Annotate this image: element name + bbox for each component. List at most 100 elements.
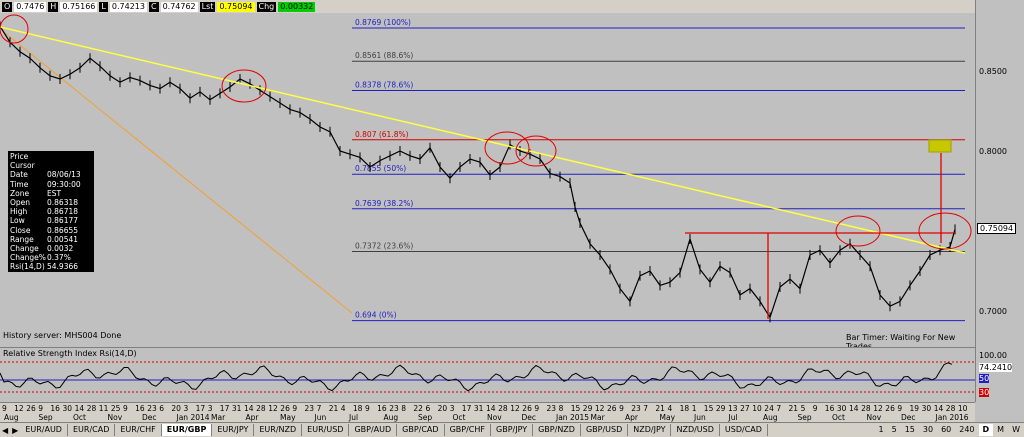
symbol-tab[interactable]: GBP/USD bbox=[581, 424, 629, 436]
timeframe-button[interactable]: D bbox=[978, 424, 994, 436]
x-month-tick: Nov bbox=[487, 413, 502, 422]
x-day-tick: 23 bbox=[389, 404, 399, 413]
symbol-tab[interactable]: EUR/GBP bbox=[161, 424, 213, 436]
low-label: L bbox=[99, 1, 108, 12]
x-month-tick: Jun bbox=[314, 413, 327, 422]
x-day-tick: 30 bbox=[836, 404, 847, 413]
x-day-tick: 10 bbox=[752, 404, 762, 413]
x-day-tick: 4 bbox=[667, 404, 673, 413]
x-day-tick: 9 bbox=[292, 404, 298, 413]
info-key: Date bbox=[10, 170, 28, 180]
timeframe-button[interactable]: 240 bbox=[959, 425, 975, 434]
x-day-tick: 5 bbox=[800, 404, 806, 413]
x-day-tick: 17 bbox=[461, 404, 472, 413]
price-chart[interactable]: 0.8769 (100%) 0.8561 (88.6%) 0.8378 (78.6%… bbox=[0, 13, 975, 351]
price-tick: 0.8000 bbox=[979, 147, 1007, 156]
x-day-tick: 28 bbox=[861, 404, 871, 413]
x-month-tick: Dec bbox=[901, 413, 916, 422]
symbol-tab[interactable]: GBP/CAD bbox=[397, 424, 445, 436]
x-day-tick: 26 bbox=[26, 404, 36, 413]
info-row: Cursor bbox=[10, 161, 92, 170]
x-day-tick: 3 bbox=[183, 404, 189, 413]
symbol-tab[interactable]: EUR/CHF bbox=[115, 424, 162, 436]
x-month-tick: Dec bbox=[521, 413, 537, 422]
symbol-tab[interactable]: GBP/NZD bbox=[533, 424, 581, 436]
x-day-tick: 1 bbox=[691, 404, 697, 413]
timeframe-button[interactable]: 60 bbox=[941, 425, 952, 434]
cursor-info-box: Price Cursor Date 08/06/13 Time 09:30:00 Zone E… bbox=[8, 151, 94, 273]
symbol-tab[interactable]: USD/CAD bbox=[720, 424, 768, 436]
symbol-tab[interactable]: NZD/USD bbox=[671, 424, 720, 436]
info-key: Price bbox=[10, 152, 29, 161]
x-month-tick: Apr bbox=[625, 413, 638, 422]
x-day-tick: 4 bbox=[340, 404, 346, 413]
x-day-tick: 28 bbox=[86, 404, 97, 413]
rsi-panel[interactable]: Relative Strength Index Rsi(14,D) bbox=[0, 347, 975, 403]
x-day-tick: 6 bbox=[159, 404, 165, 413]
change-label: Chg bbox=[256, 1, 277, 12]
rsi-canvas[interactable] bbox=[0, 348, 975, 403]
x-day-tick: 6 bbox=[425, 404, 431, 413]
info-row: Change% 0.37% bbox=[10, 253, 92, 262]
history-status: History server: MHS004 Done bbox=[3, 331, 122, 340]
bar-timer-status: Bar Timer: Waiting For New Trades bbox=[846, 333, 956, 351]
x-day-tick: 26 bbox=[885, 404, 895, 413]
symbol-tab[interactable]: GBP/AUD bbox=[349, 424, 398, 436]
retracement-line bbox=[4, 32, 353, 314]
symbol-tab[interactable]: EUR/NZD bbox=[254, 424, 303, 436]
symbol-tab-bar: ◀ ▶ EUR/AUD EUR/CAD EUR/CHF EUR/GBP EUR/JPY E… bbox=[0, 422, 1024, 437]
x-day-tick: 8 bbox=[401, 404, 407, 413]
x-month-tick: Jun bbox=[694, 413, 706, 422]
info-value: 09:30:00 bbox=[47, 179, 81, 189]
info-value: 0.0032 bbox=[47, 243, 74, 253]
scroll-left-icon[interactable]: ◀ bbox=[2, 425, 9, 435]
timeframe-button[interactable]: W bbox=[1012, 425, 1020, 434]
annotation-circle bbox=[515, 135, 557, 167]
annotation-circle bbox=[221, 69, 267, 103]
x-day-tick: 18 bbox=[679, 404, 690, 413]
info-row: Zone EST bbox=[10, 189, 92, 198]
x-day-tick: 9 bbox=[2, 404, 7, 413]
price-chart-canvas[interactable]: 0.8769 (100%) 0.8561 (88.6%) 0.8378 (78.6%… bbox=[0, 13, 975, 343]
annotation-circle bbox=[918, 212, 972, 250]
annotation-circle bbox=[0, 14, 29, 44]
symbol-tab[interactable]: EUR/AUD bbox=[20, 424, 68, 436]
timeframe-button[interactable]: 5 bbox=[891, 425, 897, 434]
last-value: 0.75094 bbox=[217, 1, 255, 12]
info-value: 0.86177 bbox=[47, 216, 79, 226]
info-row: Range 0.00541 bbox=[10, 235, 92, 244]
info-value: 0.86655 bbox=[47, 225, 79, 235]
fib-label: 0.7855 (50%) bbox=[355, 164, 406, 173]
scroll-right-icon[interactable]: ▶ bbox=[12, 425, 19, 435]
timeframe-button[interactable]: 1 bbox=[878, 425, 884, 434]
timeframe-button[interactable]: 15 bbox=[904, 425, 915, 434]
x-day-tick: 28 bbox=[945, 404, 956, 413]
x-month-tick: Aug bbox=[4, 413, 19, 422]
x-day-tick: 14 bbox=[486, 404, 496, 413]
x-day-tick: 21 bbox=[328, 404, 339, 413]
x-month-tick: Jul bbox=[349, 413, 359, 422]
timeframe-button[interactable]: 30 bbox=[922, 425, 934, 434]
timeframe-button[interactable]: M bbox=[997, 425, 1005, 434]
symbol-tab[interactable]: EUR/CAD bbox=[68, 424, 116, 436]
price-series bbox=[0, 25, 956, 319]
info-key: High bbox=[10, 207, 28, 217]
x-month-tick: Jul bbox=[728, 413, 738, 422]
x-day-tick: 23 bbox=[304, 404, 315, 413]
x-month-tick: Jan 2014 bbox=[176, 413, 210, 422]
x-day-tick: 17 bbox=[195, 404, 206, 413]
x-day-tick: 9 bbox=[534, 404, 540, 413]
info-key: Close bbox=[10, 225, 31, 235]
x-day-tick: 14 bbox=[933, 404, 944, 413]
x-day-tick: 14 bbox=[849, 404, 859, 413]
symbol-tab[interactable]: GBP/CHF bbox=[445, 424, 491, 436]
x-month-tick: Oct bbox=[832, 413, 845, 422]
symbol-tab[interactable]: NZD/JPY bbox=[628, 424, 672, 436]
symbol-tab[interactable]: EUR/JPY bbox=[212, 424, 255, 436]
price-tick: 0.7000 bbox=[979, 307, 1007, 316]
x-day-tick: 22 bbox=[413, 404, 423, 413]
symbol-tab[interactable]: EUR/USD bbox=[302, 424, 350, 436]
x-month-tick: Sep bbox=[797, 413, 812, 422]
symbol-tab[interactable]: GBP/JPY bbox=[491, 424, 534, 436]
x-day-tick: 12 bbox=[594, 404, 605, 413]
